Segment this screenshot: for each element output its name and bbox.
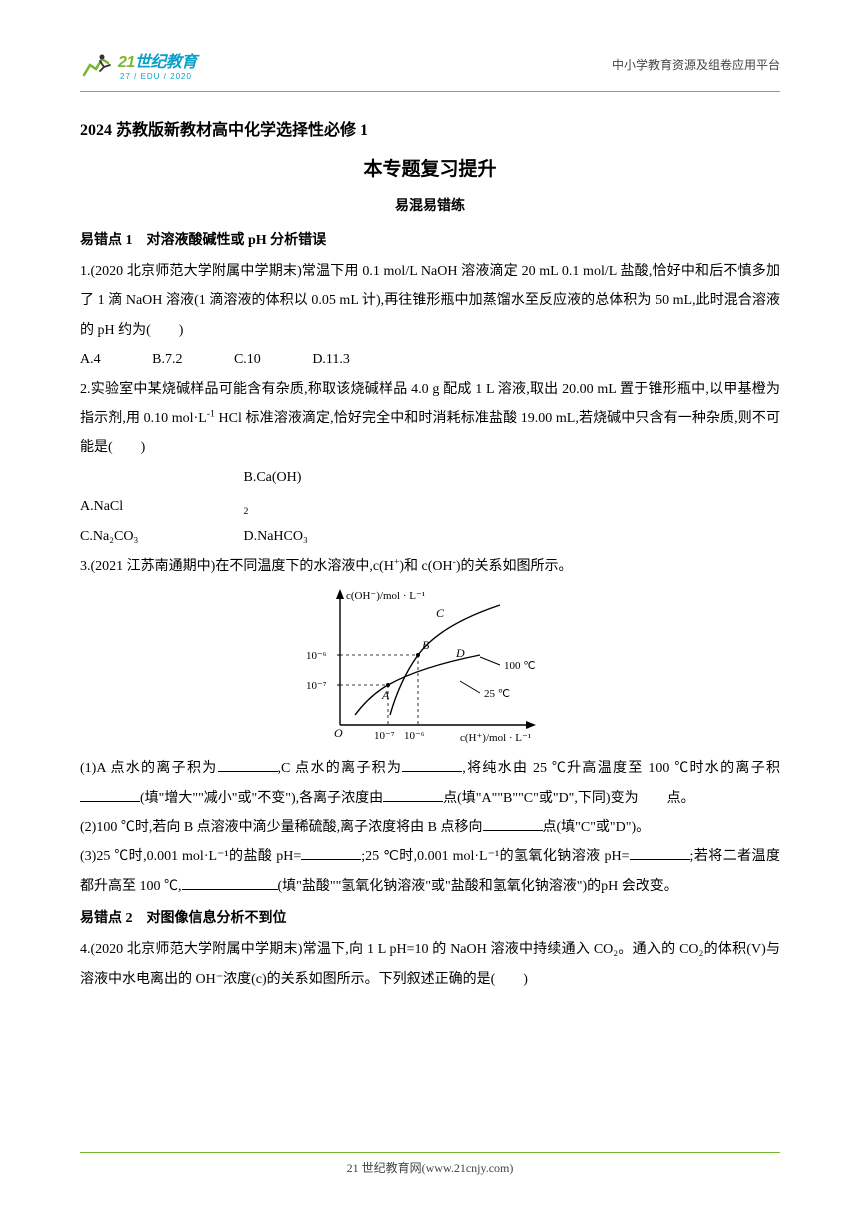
page-footer: 21 世纪教育网(www.21cnjy.com) [0, 1152, 860, 1176]
q3-text-c: )的关系如图所示。 [456, 559, 573, 574]
q3-part1: (1)A 点水的离子积为,C 点水的离子积为,将纯水由 25 ℃升高温度至 10… [80, 754, 780, 813]
blank [218, 758, 278, 772]
main-title: 本专题复习提升 [80, 154, 780, 181]
q3-part3: (3)25 ℃时,0.001 mol·L⁻¹的盐酸 pH=;25 ℃时,0.00… [80, 842, 780, 901]
q1-opt-c: C.10 [234, 345, 261, 374]
xtick-1: 10⁻⁷ [374, 730, 395, 742]
xtick-2: 10⁻⁶ [404, 730, 425, 742]
q3-text-a: 3.(2021 江苏南通期中)在不同温度下的水溶液中,c(H [80, 559, 394, 574]
section-2-heading: 易错点 2 对图像信息分析不到位 [80, 907, 780, 927]
question-4-text: 4.(2020 北京师范大学附属中学期末)常温下,向 1 L pH=10 的 N… [80, 935, 780, 994]
q1-opt-b: B.7.2 [152, 345, 182, 374]
footer-text: 21 世纪教育网(www.21cnjy.com) [0, 1159, 860, 1176]
question-3-text: 3.(2021 江苏南通期中)在不同温度下的水溶液中,c(H+)和 c(OH-)… [80, 552, 780, 581]
question-3-chart: c(OH⁻)/mol · L⁻¹ c(H⁺)/mol · L⁻¹ 10⁻⁶ 10… [80, 585, 780, 750]
runner-icon [80, 51, 114, 79]
blank [80, 788, 140, 802]
point-C: C [436, 606, 445, 620]
q3-text-b: )和 c(OH [399, 559, 452, 574]
blank [301, 846, 361, 860]
question-2-options-row1: A.NaCl B.Ca(OH)2 [80, 463, 780, 523]
q2-opt-a: A.NaCl [80, 492, 240, 521]
q3-part2: (2)100 ℃时,若向 B 点溶液中滴少量稀硫酸,离子浓度将由 B 点移向点(… [80, 813, 780, 842]
logo-brand: 世纪教育 [135, 54, 197, 71]
logo-subtext: 27 / EDU / 2020 [120, 72, 197, 81]
point-B: B [422, 638, 430, 652]
q2-opt-b: B.Ca(OH)2 [244, 463, 404, 523]
question-2-options-row2: C.Na₂CO₃ D.NaHCO₃ [80, 522, 780, 551]
point-D: D [455, 646, 465, 660]
logo-number: 21 [118, 54, 135, 71]
question-1-text: 1.(2020 北京师范大学附属中学期末)常温下用 0.1 mol/L NaOH… [80, 257, 780, 345]
page-header: 21世纪教育 27 / EDU / 2020 中小学教育资源及组卷应用平台 [80, 48, 780, 81]
curve-label-100: 100 ℃ [504, 660, 536, 672]
q2-opt-d: D.NaHCO₃ [244, 522, 404, 551]
blank [630, 846, 690, 860]
subtitle: 易混易错练 [80, 195, 780, 215]
q1-opt-d: D.11.3 [312, 345, 350, 374]
q2-opt-c: C.Na₂CO₃ [80, 522, 240, 551]
q1-opt-a: A.4 [80, 345, 101, 374]
blank [483, 817, 543, 831]
ytick-1: 10⁻⁶ [306, 650, 327, 662]
logo: 21世纪教育 27 / EDU / 2020 [80, 48, 197, 81]
ytick-2: 10⁻⁷ [306, 680, 327, 692]
footer-divider [80, 1152, 780, 1153]
blank [182, 876, 278, 890]
logo-text: 21世纪教育 27 / EDU / 2020 [118, 48, 197, 81]
origin-O: O [334, 726, 343, 740]
question-1-options: A.4 B.7.2 C.10 D.11.3 [80, 345, 780, 374]
header-platform-text: 中小学教育资源及组卷应用平台 [612, 56, 780, 73]
document-title: 2024 苏教版新教材高中化学选择性必修 1 [80, 116, 780, 140]
blank [402, 758, 462, 772]
curve-label-25: 25 ℃ [484, 688, 510, 700]
blank [383, 788, 443, 802]
x-axis-label: c(H⁺)/mol · L⁻¹ [460, 732, 531, 744]
y-axis-label: c(OH⁻)/mol · L⁻¹ [346, 590, 425, 602]
point-A: A [381, 688, 390, 702]
header-divider [80, 91, 780, 92]
question-2-text: 2.实验室中某烧碱样品可能含有杂质,称取该烧碱样品 4.0 g 配成 1 L 溶… [80, 375, 780, 463]
section-1-heading: 易错点 1 对溶液酸碱性或 pH 分析错误 [80, 229, 780, 249]
